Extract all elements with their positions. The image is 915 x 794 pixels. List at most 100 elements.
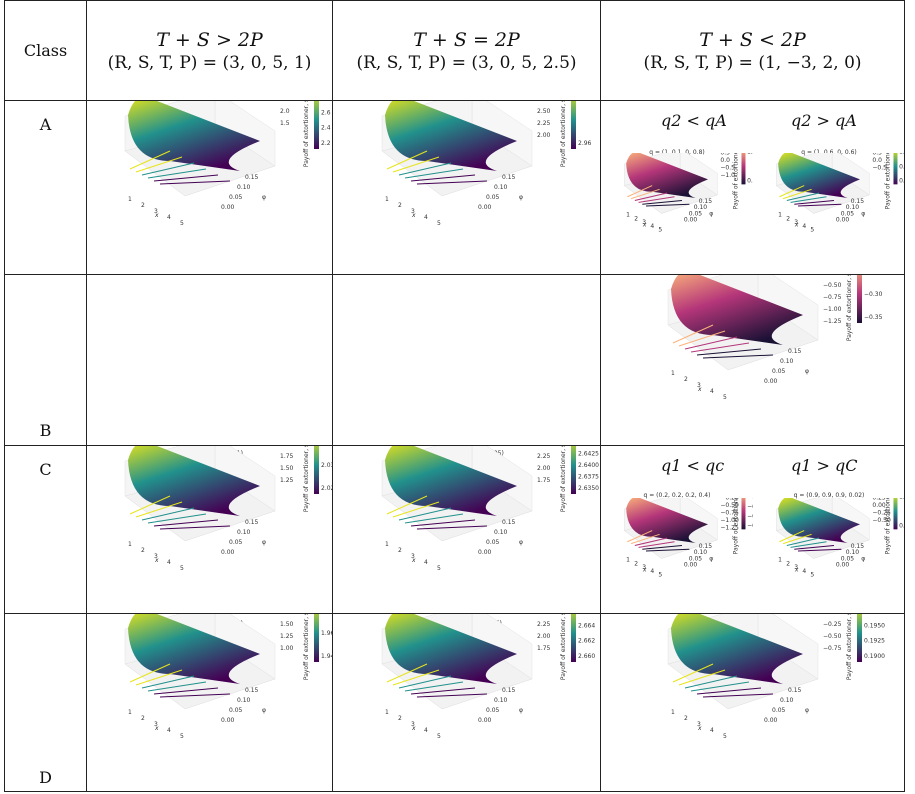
z-axis-label: Payoff of extortioner, sX: [885, 153, 892, 209]
row-d-col3: q = (0.8, 0.45, 0.9, 0.05) 12345x0.150.1…: [601, 614, 905, 792]
colorbar: [893, 498, 897, 529]
subheader-right: q1 > qC: [791, 456, 857, 475]
colorbar: [571, 614, 576, 662]
row-b-col3: q = (0.4, 0, 0, 0.4) 12345x0.150.100.050…: [601, 275, 905, 446]
surface-plot-d2: 12345x0.150.100.050.00φ2.502.252.001.75P…: [333, 614, 601, 792]
x-tick-label: 2: [786, 215, 790, 222]
z-tick-label: 0.00: [823, 614, 837, 616]
header-class: Class: [5, 1, 87, 101]
surface-plot-c1: 12345x0.150.100.050.00φ2.001.751.501.25P…: [87, 446, 333, 614]
row-d-class: D: [5, 614, 87, 792]
z-tick-label: 1.50: [280, 465, 294, 472]
colorbar: [741, 498, 745, 529]
z-tick-label: −0.50: [823, 633, 842, 640]
y-axis-label: φ: [709, 210, 713, 217]
surface-plot-d1: 1 2 3 4 5 x 0.15 0.10 0.05 0.00 φ 1.75 1.50 1.25 1.00 P…: [87, 614, 333, 792]
x-axis-label: x: [411, 725, 416, 732]
colorbar: [857, 614, 862, 662]
header-col3: T + S < 2P (R, S, T, P) = (1, −3, 2, 0): [601, 1, 905, 101]
z-axis-label: Payoff of extortioner, sX: [303, 614, 310, 680]
z-axis-label: Payoff of extortioner, sX: [560, 446, 567, 512]
surface-plot-a3b: 12345x0.150.100.050.00φ0.50.0−0.5Payoff …: [753, 153, 905, 273]
colorbar-tick-label: 0.45: [899, 498, 905, 501]
colorbar-tick-label: 2.03: [321, 462, 333, 469]
x-axis-label: x: [697, 386, 702, 393]
x-tick-label: 2: [141, 715, 145, 722]
x-axis-label: x: [154, 557, 159, 564]
z-axis-label: Payoff of extortioner, sX: [560, 614, 567, 680]
y-tick-label: 0.05: [486, 539, 500, 546]
z-tick-label: 2.00: [537, 465, 551, 472]
y-tick-label: 0.00: [221, 204, 235, 211]
z-tick-label: 1.75: [280, 453, 294, 460]
y-tick-label: 0.15: [788, 348, 802, 355]
x-tick-label: 1: [385, 709, 389, 716]
y-tick-label: 0.10: [494, 529, 508, 536]
x-tick-label: 2: [141, 547, 145, 554]
x-tick-label: 1: [626, 557, 630, 564]
z-tick-label: 2.25: [537, 621, 551, 628]
x-tick-label: 5: [180, 733, 184, 740]
y-tick-label: 0.15: [245, 687, 259, 694]
y-tick-label: 0.00: [684, 217, 698, 224]
subheader-right: q2 > qA: [791, 111, 857, 130]
y-tick-label: 0.10: [494, 697, 508, 704]
x-tick-label: 5: [180, 220, 184, 227]
y-tick-label: 0.00: [764, 717, 778, 724]
colorbar-tick-label: 0.1900: [864, 653, 885, 660]
y-tick-label: 0.15: [245, 174, 259, 181]
colorbar-tick-label: 1.96: [321, 630, 333, 637]
x-tick-label: 4: [710, 388, 714, 395]
x-axis-label: x: [794, 567, 799, 574]
z-axis-label: Payoff of extortioner, sX: [733, 153, 740, 209]
x-tick-label: 1: [385, 541, 389, 548]
z-tick-label: −1.25: [823, 318, 842, 325]
z-tick-label: 1.75: [280, 614, 294, 616]
colorbar: [741, 153, 745, 184]
y-tick-label: 0.10: [780, 358, 794, 365]
colorbar: [571, 101, 576, 149]
z-tick-label: 1.25: [280, 477, 294, 484]
y-axis-label: φ: [519, 194, 523, 201]
y-tick-label: 0.05: [486, 707, 500, 714]
z-tick-label: −0.75: [823, 294, 842, 301]
z-tick-label: −0.50: [823, 282, 842, 289]
x-tick-label: 2: [684, 715, 688, 722]
x-tick-label: 2: [398, 202, 402, 209]
z-tick-label: 2.75: [537, 101, 551, 103]
colorbar-tick-label: 2.664: [578, 622, 595, 629]
row-b-col2-empty: [333, 275, 601, 446]
y-axis-label: φ: [861, 555, 865, 562]
colorbar-tick-label: 0.1950: [864, 622, 885, 629]
row-a-col1: q = (1, 0.5, 0, 0.2) 12345x0.150.100.050…: [87, 101, 333, 275]
colorbar: [893, 153, 897, 184]
z-tick-label: 2.00: [537, 633, 551, 640]
x-tick-label: 2: [398, 547, 402, 554]
header-col2-condition: T + S = 2P: [333, 28, 600, 52]
y-tick-label: 0.15: [788, 687, 802, 694]
z-tick-label: −0.75: [823, 645, 842, 652]
header-col1: T + S > 2P (R, S, T, P) = (3, 0, 5, 1): [87, 1, 333, 101]
x-tick-label: 1: [385, 196, 389, 203]
colorbar: [314, 614, 319, 662]
y-tick-label: 0.15: [502, 687, 516, 694]
y-axis-label: φ: [861, 210, 865, 217]
x-axis-label: x: [411, 557, 416, 564]
x-tick-label: 2: [634, 215, 638, 222]
x-tick-label: 4: [802, 568, 806, 575]
header-col1-params: (R, S, T, P) = (3, 0, 5, 1): [87, 52, 332, 74]
colorbar-tick-label: 2.6425: [578, 451, 599, 458]
x-tick-label: 2: [786, 560, 790, 567]
y-tick-label: 0.15: [502, 519, 516, 526]
row-c-class: C: [5, 446, 87, 614]
colorbar: [857, 275, 862, 323]
y-axis-label: φ: [262, 539, 266, 546]
surface-plot-a2: 12345x0.150.100.050.00φ2.752.502.252.00P…: [333, 101, 601, 275]
colorbar-tick-label: −0.30: [864, 291, 883, 298]
header-col3-params: (R, S, T, P) = (1, −3, 2, 0): [601, 52, 904, 74]
row-a: A q = (1, 0.5, 0, 0.2) 12345x0.150.100.0…: [5, 101, 905, 275]
row-a-col2: q = (1, 0.4, 0, 0.6) 12345x0.150.100.050…: [333, 101, 601, 275]
z-tick-label: 1.25: [280, 633, 294, 640]
z-axis-label: Payoff of extortioner, sX: [885, 498, 892, 554]
